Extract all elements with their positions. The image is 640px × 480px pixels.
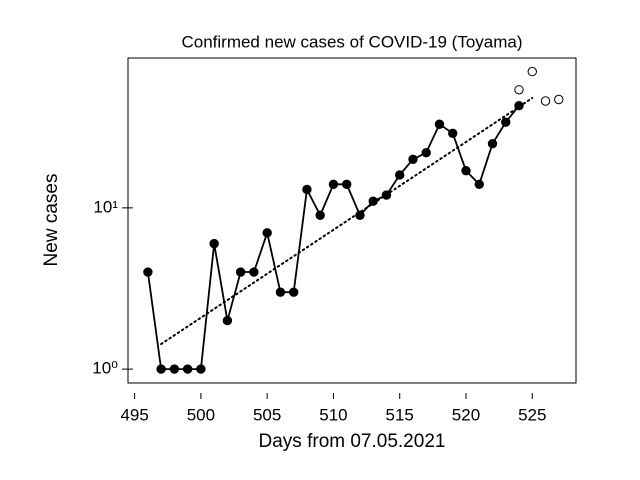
data-point bbox=[288, 287, 299, 297]
x-tick-label: 505 bbox=[253, 405, 281, 424]
data-point bbox=[368, 196, 378, 206]
data-point bbox=[395, 170, 405, 180]
data-point bbox=[156, 364, 166, 374]
data-point bbox=[235, 267, 246, 277]
x-tick-label: 515 bbox=[386, 405, 414, 424]
data-point bbox=[222, 315, 233, 326]
x-tick-label: 520 bbox=[452, 405, 480, 424]
data-point bbox=[474, 179, 484, 189]
x-tick-label: 510 bbox=[319, 405, 347, 424]
data-point bbox=[249, 267, 259, 277]
data-point bbox=[302, 184, 312, 195]
data-point bbox=[540, 96, 551, 106]
data-point bbox=[209, 238, 219, 249]
data-point bbox=[554, 94, 564, 105]
data-point bbox=[355, 210, 365, 220]
data-point bbox=[421, 147, 431, 158]
data-point bbox=[408, 154, 418, 165]
data-point bbox=[169, 364, 180, 374]
series-line bbox=[160, 97, 534, 346]
data-point bbox=[461, 166, 471, 176]
data-point bbox=[328, 179, 339, 189]
x-axis-label: Days from 07.05.2021 bbox=[259, 431, 446, 452]
x-tick-label: 495 bbox=[120, 405, 148, 424]
data-point bbox=[262, 228, 272, 238]
data-point bbox=[501, 117, 511, 127]
data-point bbox=[487, 138, 498, 149]
data-point bbox=[527, 66, 537, 77]
data-point bbox=[448, 128, 458, 139]
chart-title: Confirmed new cases of COVID-19 (Toyama) bbox=[181, 32, 522, 51]
data-point bbox=[434, 119, 445, 129]
y-tick-label: 10⁰ bbox=[92, 359, 118, 378]
y-tick-label: 10¹ bbox=[93, 197, 118, 216]
data-point bbox=[182, 364, 193, 374]
y-axis-label: New cases bbox=[41, 174, 62, 267]
data-point bbox=[275, 287, 286, 297]
data-point bbox=[196, 364, 206, 374]
data-point bbox=[143, 267, 153, 277]
data-point bbox=[341, 179, 352, 189]
data-point bbox=[514, 85, 524, 95]
data-point bbox=[315, 210, 325, 220]
x-tick-label: 500 bbox=[187, 405, 215, 424]
plot-frame bbox=[127, 57, 577, 384]
x-tick-label: 525 bbox=[518, 405, 546, 424]
